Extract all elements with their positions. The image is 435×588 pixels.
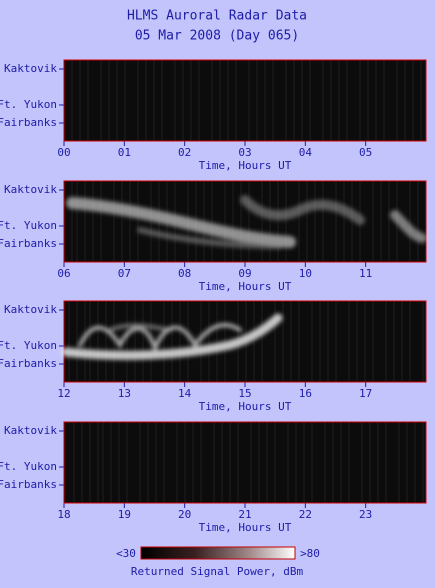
y-tick-label: Ft. Yukon <box>0 98 57 111</box>
panel-frame <box>63 59 427 142</box>
panel-background <box>64 422 426 503</box>
x-tick-label: 20 <box>178 508 191 521</box>
aurora-loops <box>78 323 242 354</box>
y-tick-label: Fairbanks <box>0 116 57 129</box>
x-tick-label: 17 <box>359 387 372 400</box>
y-tick-label: Kaktovik <box>4 183 57 196</box>
y-tick-label: Fairbanks <box>0 357 57 370</box>
chart-subtitle: 05 Mar 2008 (Day 065) <box>135 29 299 44</box>
aurora-imagery <box>61 195 427 360</box>
x-tick-label: 14 <box>178 387 192 400</box>
x-tick-label: 08 <box>178 267 191 280</box>
x-tick-label: 02 <box>178 146 191 159</box>
y-tick-label: Ft. Yukon <box>0 219 57 232</box>
x-tick-label: 00 <box>57 146 70 159</box>
x-tick-label: 18 <box>57 508 70 521</box>
y-tick-label: Ft. Yukon <box>0 460 57 473</box>
y-tick-label: Fairbanks <box>0 478 57 491</box>
x-tick-label: 04 <box>299 146 313 159</box>
aurora-band <box>137 227 283 249</box>
panel-frame <box>63 421 427 504</box>
panel-background <box>64 181 426 262</box>
panel: 18 19 20 21 22 23 Time, Hours UT Kaktovik Ft. Yu… <box>0 421 427 534</box>
panels: 00 01 02 03 04 05 Time, Hours UT Kaktovik Ft. Yu… <box>0 59 427 534</box>
aurora-band <box>66 197 296 248</box>
x-tick-label: 15 <box>238 387 251 400</box>
colorbar-max-label: >80 <box>300 547 320 560</box>
panel: 06 07 08 09 10 11 Time, Hours UT Kaktovik Ft. Yu… <box>0 180 427 293</box>
panel: 12 13 14 15 16 17 Time, Hours UT Kaktovik Ft. Yu… <box>0 300 427 413</box>
panel: 00 01 02 03 04 05 Time, Hours UT Kaktovik Ft. Yu… <box>0 59 427 172</box>
aurora-patch <box>240 195 365 225</box>
panel-frame <box>63 300 427 383</box>
y-tick-label: Ft. Yukon <box>0 339 57 352</box>
x-tick-label: 09 <box>238 267 251 280</box>
panel-frame <box>63 180 427 263</box>
x-tick-label: 16 <box>299 387 312 400</box>
x-tick-label: 19 <box>118 508 131 521</box>
colorbar-min-label: <30 <box>116 547 136 560</box>
chart-title: HLMS Auroral Radar Data <box>127 9 307 24</box>
x-axis-label: Time, Hours UT <box>199 159 292 172</box>
colorbar <box>140 546 296 560</box>
x-axis-label: Time, Hours UT <box>199 521 292 534</box>
x-tick-label: 01 <box>118 146 131 159</box>
aurora-loops <box>108 323 172 332</box>
x-tick-label: 13 <box>118 387 131 400</box>
x-tick-label: 03 <box>238 146 251 159</box>
panel-background <box>64 60 426 141</box>
x-tick-label: 22 <box>299 508 312 521</box>
aurora-patch <box>390 210 427 243</box>
y-tick-label: Fairbanks <box>0 237 57 250</box>
aurora-band <box>61 313 283 360</box>
x-tick-label: 21 <box>238 508 251 521</box>
x-axis-label: Time, Hours UT <box>199 280 292 293</box>
y-tick-label: Kaktovik <box>4 62 57 75</box>
y-tick-label: Kaktovik <box>4 303 57 316</box>
x-tick-label: 05 <box>359 146 372 159</box>
colorbar-label: Returned Signal Power, dBm <box>131 565 304 578</box>
x-tick-label: 06 <box>57 267 70 280</box>
x-axis-label: Time, Hours UT <box>199 400 292 413</box>
x-tick-label: 10 <box>299 267 312 280</box>
x-tick-label: 12 <box>57 387 70 400</box>
x-tick-label: 23 <box>359 508 372 521</box>
x-tick-label: 11 <box>359 267 372 280</box>
y-tick-label: Kaktovik <box>4 424 57 437</box>
x-tick-label: 07 <box>118 267 131 280</box>
